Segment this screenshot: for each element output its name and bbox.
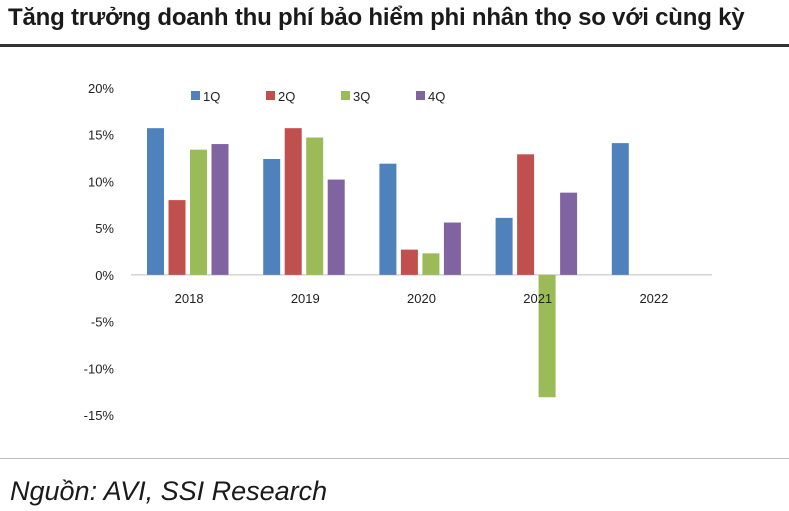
- bar-2q-2018: [168, 200, 186, 275]
- bar-1q-2022: [611, 143, 629, 275]
- bar-1q-2020: [379, 163, 397, 275]
- y-tick-label: -10%: [84, 361, 115, 376]
- x-tick-label: 2021: [523, 291, 552, 306]
- y-axis-ticks: 20% 15% 10% 5% 0% -5% -10% -15%: [84, 81, 115, 423]
- y-tick-label: 15%: [88, 128, 114, 143]
- x-axis-labels: 2018 2019 2020 2021 2022: [175, 291, 669, 306]
- legend-swatch-2q: [266, 91, 275, 100]
- bar-1q-2019: [263, 159, 281, 275]
- title-divider: [0, 44, 789, 47]
- bar-series: [147, 128, 629, 398]
- chart-legend: 1Q 2Q 3Q 4Q: [191, 89, 445, 104]
- bar-3q-2021: [538, 274, 556, 398]
- legend-swatch-3q: [341, 91, 350, 100]
- bar-4q-2020: [443, 222, 461, 275]
- legend-label-2q: 2Q: [278, 89, 295, 104]
- y-tick-label: 10%: [88, 174, 114, 189]
- bar-1q-2021: [495, 217, 513, 275]
- bar-4q-2019: [327, 179, 345, 275]
- legend-label-1q: 1Q: [203, 89, 220, 104]
- legend-swatch-1q: [191, 91, 200, 100]
- bar-3q-2018: [190, 149, 207, 275]
- bar-4q-2018: [211, 144, 229, 275]
- bar-2q-2021: [517, 154, 535, 275]
- bar-3q-2020: [422, 253, 440, 275]
- y-tick-label: -15%: [84, 408, 115, 423]
- x-tick-label: 2022: [639, 291, 668, 306]
- legend-swatch-4q: [416, 91, 425, 100]
- bar-1q-2018: [147, 128, 164, 275]
- x-tick-label: 2018: [175, 291, 204, 306]
- x-tick-label: 2019: [291, 291, 320, 306]
- legend-label-3q: 3Q: [353, 89, 370, 104]
- source-divider: [0, 458, 789, 459]
- y-tick-label: 0%: [95, 268, 114, 283]
- bar-3q-2019: [306, 137, 324, 275]
- bar-chart: 20% 15% 10% 5% 0% -5% -10% -15% 2018 2019 2020 202…: [84, 81, 712, 423]
- chart-title: Tăng trưởng doanh thu phí bảo hiểm phi n…: [8, 4, 745, 31]
- source-note: Nguồn: AVI, SSI Research: [10, 476, 328, 506]
- x-tick-label: 2020: [407, 291, 436, 306]
- legend-label-4q: 4Q: [428, 89, 445, 104]
- y-tick-label: 20%: [88, 81, 114, 96]
- bar-4q-2021: [560, 192, 578, 275]
- y-tick-label: 5%: [95, 221, 114, 236]
- bar-2q-2020: [400, 249, 418, 275]
- y-tick-label: -5%: [91, 315, 115, 330]
- bar-2q-2019: [284, 128, 302, 275]
